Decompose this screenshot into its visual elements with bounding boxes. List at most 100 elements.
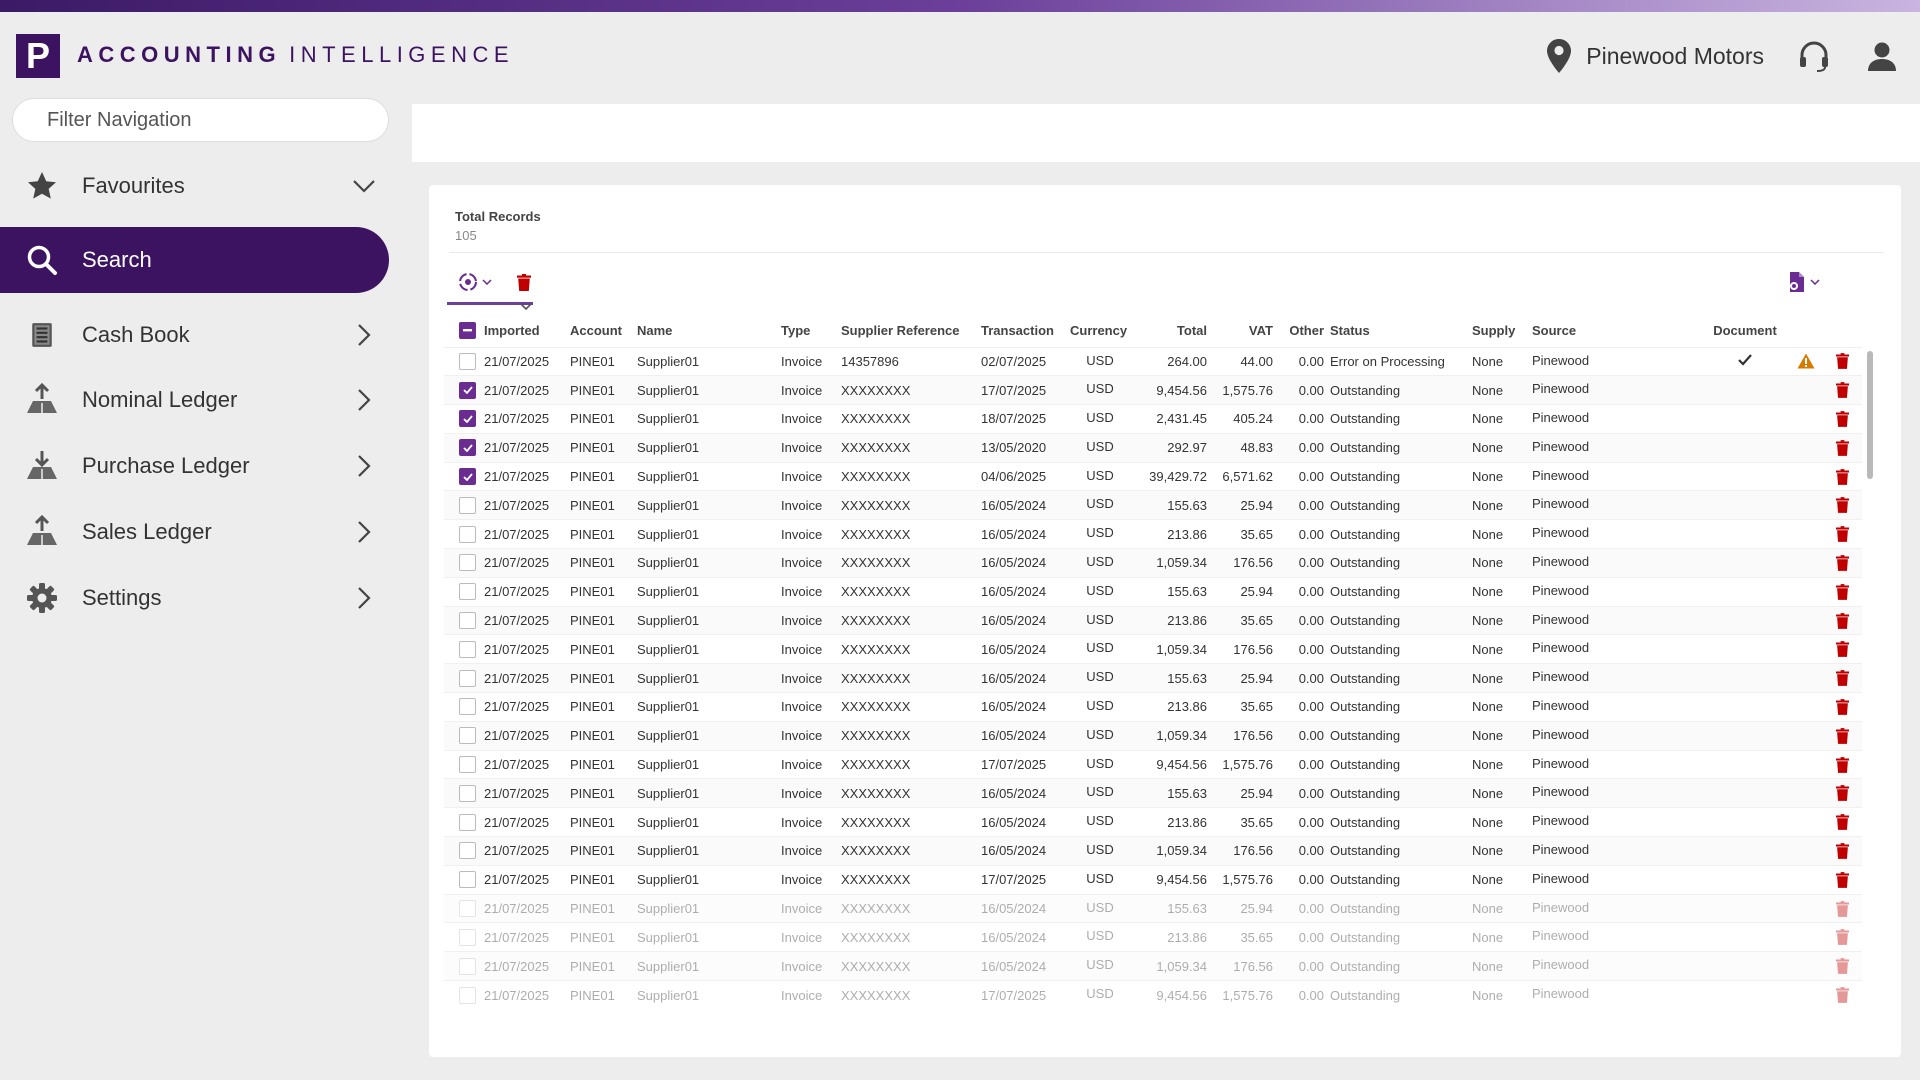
row-checkbox[interactable] [459, 439, 476, 457]
column-header[interactable]: Document [1713, 323, 1777, 339]
delete-row-icon[interactable] [1824, 641, 1860, 658]
table-row[interactable]: 21/07/2025 PINE01 Supplier01 Invoice XXXXXXX… [444, 663, 1862, 693]
headset-icon[interactable] [1792, 34, 1836, 78]
table-scrollbar[interactable] [1867, 351, 1873, 479]
chevron-right-icon[interactable] [339, 587, 389, 609]
delete-row-icon[interactable] [1824, 785, 1860, 802]
brand-logo[interactable]: P [16, 34, 60, 78]
row-checkbox[interactable] [459, 554, 476, 572]
row-checkbox[interactable] [459, 900, 476, 918]
column-header[interactable]: Currency [1070, 323, 1128, 339]
table-row[interactable]: 21/07/2025 PINE01 Supplier01 Invoice XXXXXXX… [444, 519, 1862, 549]
column-header[interactable]: Imported [484, 323, 540, 339]
table-row[interactable]: 21/07/2025 PINE01 Supplier01 Invoice XXXXXXX… [444, 461, 1862, 491]
sidebar-item-nominal-ledger[interactable]: Nominal Ledger [0, 368, 389, 432]
delete-row-icon[interactable] [1824, 382, 1860, 399]
row-checkbox[interactable] [459, 525, 476, 543]
row-checkbox[interactable] [459, 871, 476, 889]
row-checkbox[interactable] [459, 640, 476, 658]
sidebar-item-settings[interactable]: Settings [0, 566, 389, 630]
column-header[interactable]: Total [1176, 323, 1207, 339]
table-row[interactable]: 21/07/2025 PINE01 Supplier01 Invoice XXXXXXX… [444, 836, 1862, 866]
delete-row-icon[interactable] [1824, 439, 1860, 456]
column-header[interactable]: Source [1532, 323, 1577, 339]
table-row[interactable]: 21/07/2025 PINE01 Supplier01 Invoice XXXXXXX… [444, 922, 1862, 952]
company-selector[interactable]: Pinewood Motors [1546, 34, 1764, 78]
table-row[interactable]: 21/07/2025 PINE01 Supplier01 Invoice XXXXXXX… [444, 548, 1862, 578]
column-header[interactable]: VAT [1248, 323, 1273, 339]
row-checkbox[interactable] [459, 352, 476, 370]
delete-row-icon[interactable] [1824, 871, 1860, 888]
delete-row-icon[interactable] [1824, 699, 1860, 715]
column-header[interactable]: Supply [1472, 323, 1516, 339]
row-checkbox[interactable] [459, 957, 476, 975]
warning-icon[interactable] [1792, 353, 1820, 369]
user-icon[interactable] [1860, 34, 1904, 78]
delete-row-icon[interactable] [1824, 756, 1860, 773]
bulk-delete-button[interactable] [517, 265, 531, 299]
sidebar-item-purchase-ledger[interactable]: Purchase Ledger [0, 434, 389, 498]
chevron-down-icon[interactable] [339, 179, 389, 193]
table-row[interactable]: 21/07/2025 PINE01 Supplier01 Invoice XXXXXXX… [444, 864, 1862, 895]
delete-row-icon[interactable] [1824, 612, 1860, 629]
table-row[interactable]: 21/07/2025 PINE01 Supplier01 Invoice XXXXXXX… [444, 634, 1862, 664]
table-row[interactable]: 21/07/2025 PINE01 Supplier01 Invoice XXXXXXX… [444, 404, 1862, 434]
table-row[interactable]: 21/07/2025 PINE01 Supplier01 Invoice XXXXXXX… [444, 720, 1862, 751]
column-header[interactable]: Transaction [981, 323, 1054, 339]
chevron-right-icon[interactable] [339, 389, 389, 411]
delete-row-icon[interactable] [1824, 670, 1860, 687]
table-row[interactable]: 21/07/2025 PINE01 Supplier01 Invoice XXXXXXX… [444, 375, 1862, 405]
column-header[interactable]: Name [637, 323, 673, 339]
table-row[interactable]: 21/07/2025 PINE01 Supplier01 Invoice XXXXXXX… [444, 893, 1862, 923]
delete-row-icon[interactable] [1824, 900, 1860, 917]
row-checkbox[interactable] [459, 727, 476, 745]
select-all-checkbox[interactable] [459, 322, 476, 340]
delete-row-icon[interactable] [1824, 497, 1860, 514]
table-row[interactable]: 21/07/2025 PINE01 Supplier01 Invoice XXXXXXX… [444, 778, 1862, 808]
row-checkbox[interactable] [459, 986, 476, 1004]
sidebar-item-search[interactable]: Search [0, 227, 389, 293]
row-checkbox[interactable] [459, 496, 476, 514]
chevron-right-icon[interactable] [339, 455, 389, 477]
row-checkbox[interactable] [459, 756, 476, 774]
delete-row-icon[interactable] [1824, 929, 1860, 946]
column-header[interactable]: Other [1289, 323, 1324, 339]
column-header[interactable]: Status [1330, 323, 1370, 339]
table-row[interactable]: 21/07/2025 PINE01 Supplier01 Invoice XXXXXXX… [444, 490, 1862, 520]
delete-row-icon[interactable] [1824, 353, 1860, 370]
delete-row-icon[interactable] [1824, 526, 1860, 543]
row-checkbox[interactable] [459, 583, 476, 601]
sidebar-item-favourites[interactable]: Favourites [0, 154, 389, 218]
delete-row-icon[interactable] [1824, 468, 1860, 485]
row-checkbox[interactable] [459, 669, 476, 687]
table-row[interactable]: 21/07/2025 PINE01 Supplier01 Invoice XXXXXXX… [444, 692, 1862, 722]
table-row[interactable]: 21/07/2025 PINE01 Supplier01 Invoice XXXXXXX… [444, 576, 1862, 607]
table-row[interactable]: 21/07/2025 PINE01 Supplier01 Invoice XXXXXXX… [444, 980, 1862, 1010]
delete-row-icon[interactable] [1824, 555, 1860, 571]
row-checkbox[interactable] [459, 784, 476, 802]
row-checkbox[interactable] [459, 612, 476, 630]
table-row[interactable]: 21/07/2025 PINE01 Supplier01 Invoice 1435789… [444, 346, 1862, 376]
delete-row-icon[interactable] [1824, 814, 1860, 831]
row-checkbox[interactable] [459, 468, 476, 486]
table-row[interactable]: 21/07/2025 PINE01 Supplier01 Invoice XXXXXXX… [444, 605, 1862, 635]
filter-navigation-input[interactable] [12, 98, 389, 142]
row-checkbox[interactable] [459, 842, 476, 860]
row-checkbox[interactable] [459, 698, 476, 716]
delete-row-icon[interactable] [1824, 987, 1860, 1004]
table-row[interactable]: 21/07/2025 PINE01 Supplier01 Invoice XXXXXXX… [444, 951, 1862, 981]
column-header[interactable]: Supplier Reference [841, 323, 960, 339]
column-header[interactable]: Type [781, 323, 811, 339]
table-row[interactable]: 21/07/2025 PINE01 Supplier01 Invoice XXXXXXX… [444, 432, 1862, 463]
delete-row-icon[interactable] [1824, 583, 1860, 600]
table-row[interactable]: 21/07/2025 PINE01 Supplier01 Invoice XXXXXXX… [444, 807, 1862, 837]
sidebar-item-sales-ledger[interactable]: Sales Ledger [0, 500, 389, 564]
table-row[interactable]: 21/07/2025 PINE01 Supplier01 Invoice XXXXXXX… [444, 749, 1862, 779]
row-checkbox[interactable] [459, 381, 476, 399]
export-document-button[interactable] [1787, 265, 1820, 299]
delete-row-icon[interactable] [1824, 843, 1860, 859]
column-header[interactable]: Account [570, 323, 622, 339]
row-checkbox[interactable] [459, 813, 476, 831]
bulk-actions-button[interactable] [457, 265, 492, 299]
chevron-right-icon[interactable] [339, 324, 389, 346]
